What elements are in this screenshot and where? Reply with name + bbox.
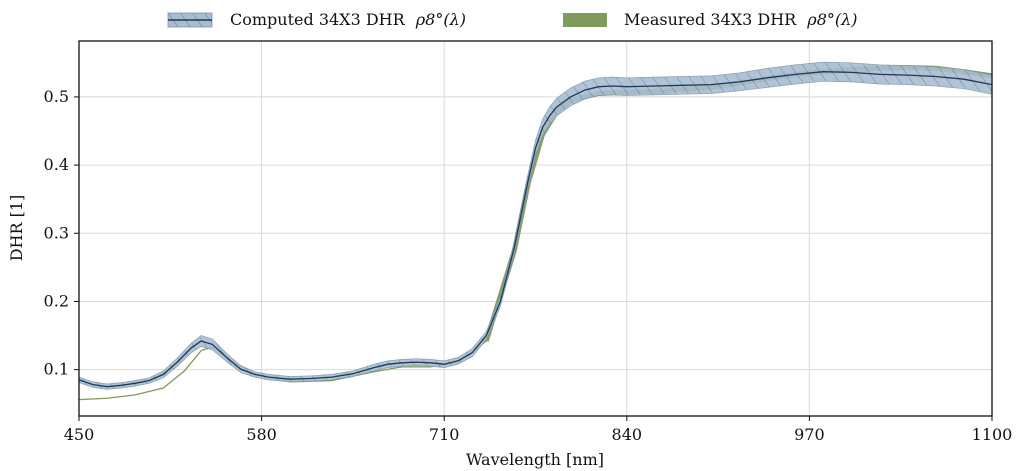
- legend-computed-text: Computed 34X3 DHR: [230, 10, 406, 29]
- y-axis-label: DHR [1]: [7, 195, 26, 262]
- plot-area: [79, 61, 992, 401]
- legend-computed-label: Computed 34X3 DHR ρ8°(λ): [230, 10, 466, 29]
- computed-line: [79, 71, 992, 388]
- x-tick-label: 450: [64, 425, 95, 444]
- computed-series: [79, 61, 992, 390]
- x-tick-label: 580: [246, 425, 277, 444]
- computed-uncertainty-band: [79, 61, 992, 390]
- legend-measured-math: ρ8°(λ): [806, 10, 857, 29]
- plot-frame: [78, 40, 993, 417]
- legend-measured-text: Measured 34X3 DHR: [624, 10, 797, 29]
- y-tick-label: 0.3: [44, 223, 69, 242]
- x-tick-label: 1100: [972, 425, 1013, 444]
- y-tick-label: 0.4: [44, 155, 69, 174]
- x-tick-label: 710: [429, 425, 460, 444]
- legend-measured-swatch: [563, 13, 607, 27]
- legend-computed-math: ρ8°(λ): [415, 10, 466, 29]
- y-tick-label: 0.2: [44, 291, 69, 310]
- y-tick-label: 0.1: [44, 360, 69, 379]
- x-tick-label: 970: [794, 425, 825, 444]
- x-axis-label: Wavelength [nm]: [466, 450, 604, 469]
- y-axis-ticks: 0.1 0.2 0.3 0.4 0.5: [44, 87, 79, 379]
- grid-lines: [79, 41, 992, 416]
- x-axis-ticks: 450 580 710 840 970 1100: [64, 416, 1013, 444]
- y-tick-label: 0.5: [44, 87, 69, 106]
- legend: Computed 34X3 DHR ρ8°(λ) Measured 34X3 D…: [167, 10, 858, 29]
- x-tick-label: 840: [612, 425, 643, 444]
- legend-measured-label: Measured 34X3 DHR ρ8°(λ): [624, 10, 858, 29]
